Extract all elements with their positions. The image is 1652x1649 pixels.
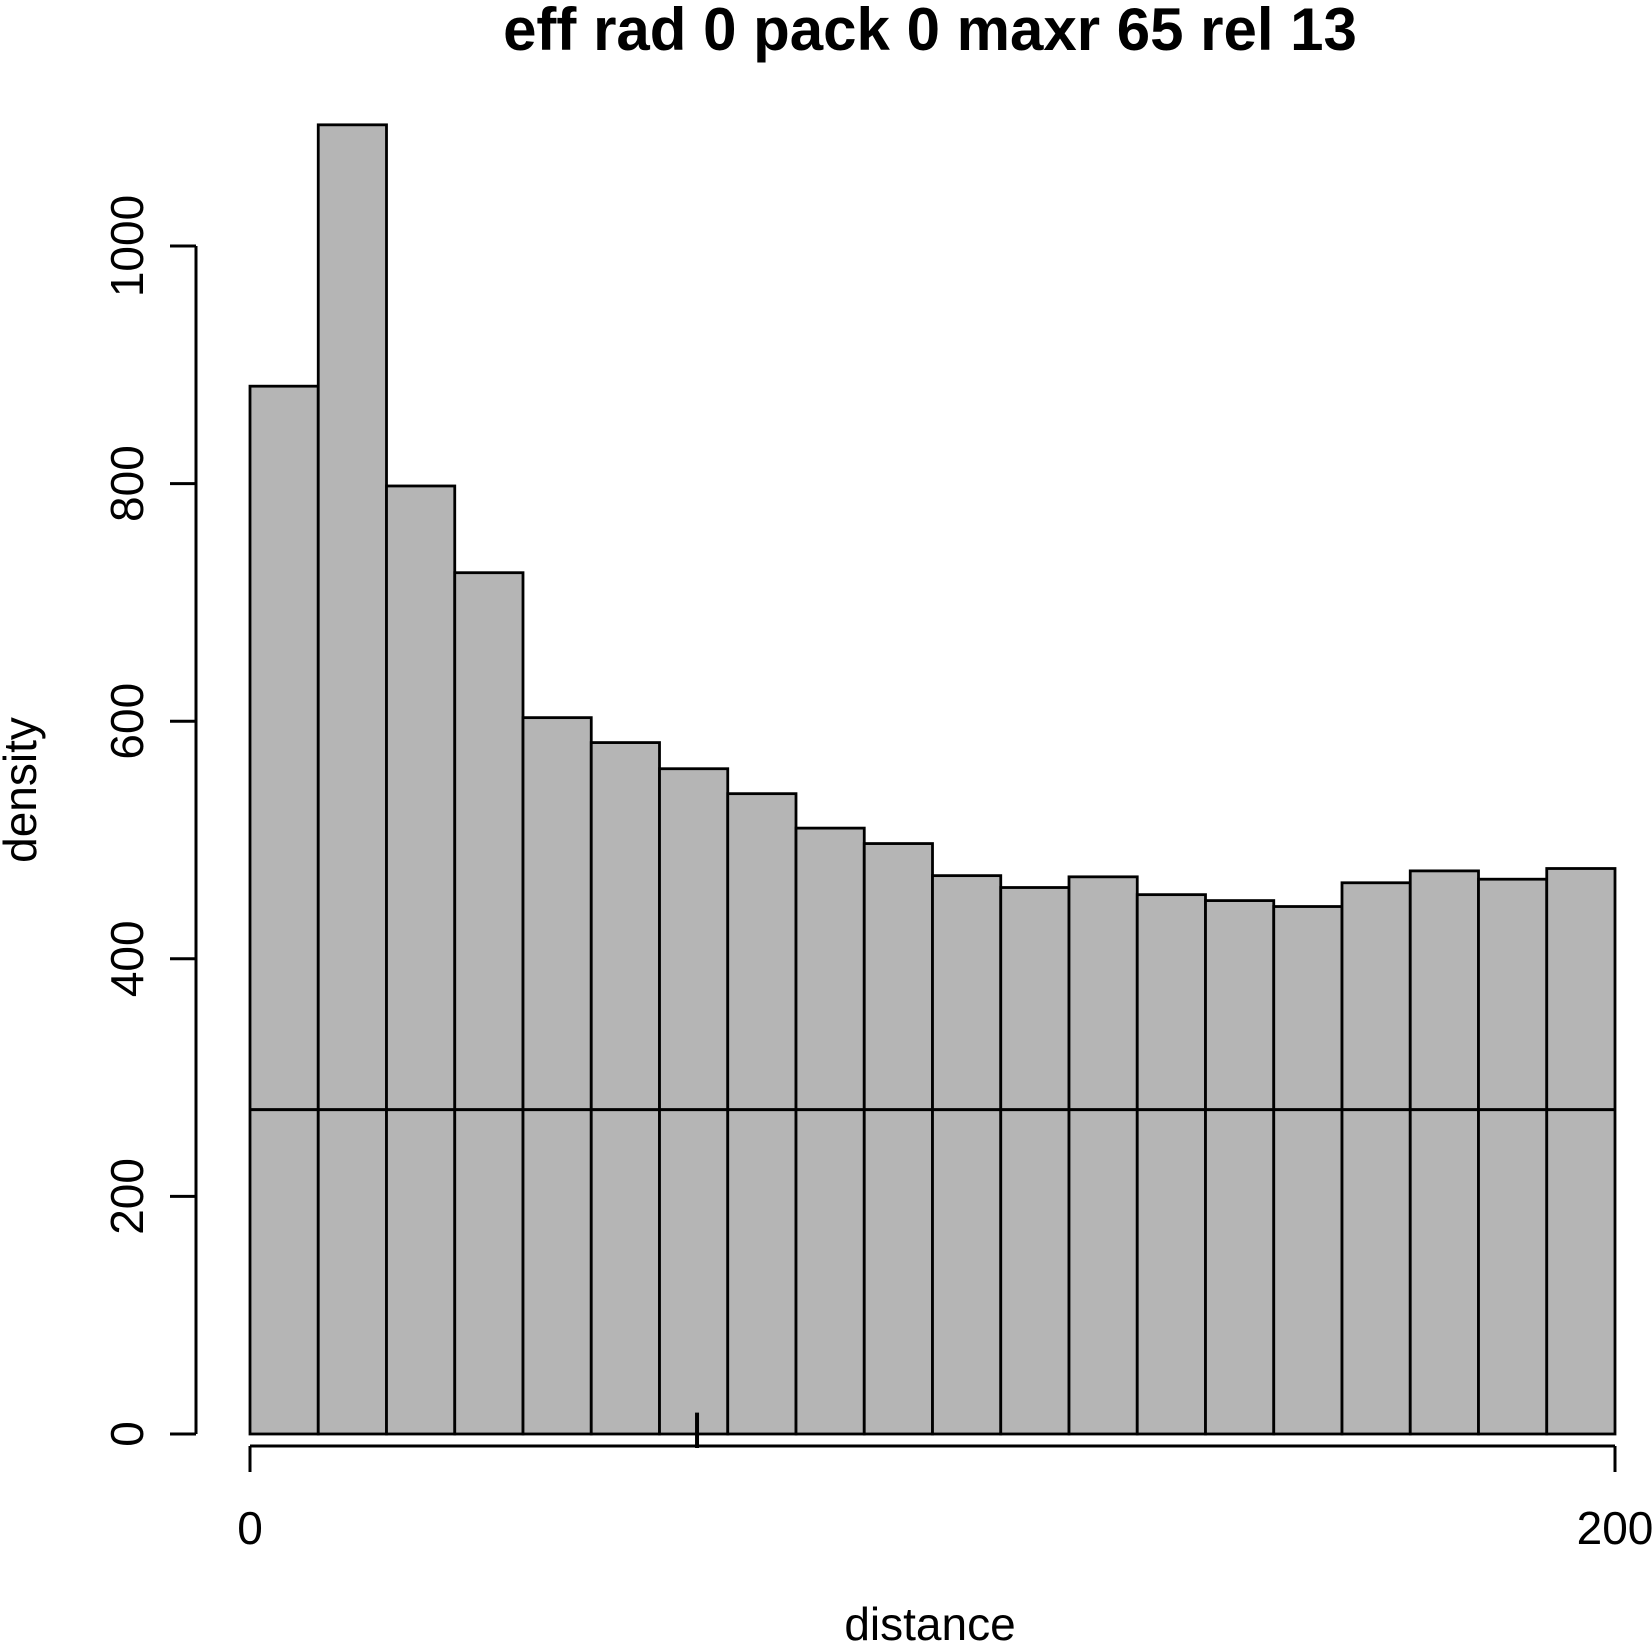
histogram-bar [1135,893,1207,1436]
histogram-bar [1272,905,1344,1436]
histogram-bar [999,886,1071,1436]
histogram-bar [316,123,388,1436]
histogram-bar [589,741,661,1436]
histogram-bar [1067,875,1139,1436]
x-tick-label: 0 [237,1502,263,1554]
y-tick-label: 0 [101,1421,153,1447]
histogram-bar [521,716,593,1436]
tick-labels-group: 0 200 400 600 800 1000 0 200 [101,195,1652,1554]
histogram-bar [862,842,934,1436]
y-tick-label: 400 [101,920,153,997]
histogram-bar [453,571,525,1436]
axes-group [170,244,1617,1472]
histogram-bar [658,767,730,1436]
x-axis-label: distance [844,1598,1015,1644]
histogram-bar [794,826,866,1436]
bars-group [248,123,1617,1436]
histogram-bar [1340,881,1412,1436]
histogram-bar [248,384,320,1436]
y-tick-label: 800 [101,445,153,522]
y-tick-label: 1000 [101,195,153,297]
overlays-group [250,1108,1615,1448]
y-tick-label: 600 [101,683,153,760]
histogram-bar [726,792,798,1436]
x-tick-label: 200 [1577,1502,1652,1554]
y-tick-label: 200 [101,1158,153,1235]
histogram-bar [385,484,457,1436]
chart-title: eff rad 0 pack 0 maxr 65 rel 13 [503,0,1357,63]
histogram-bar [1204,899,1276,1436]
histogram-bar [1477,877,1549,1436]
histogram-bar [1545,867,1617,1436]
y-axis-label: density [0,717,46,863]
histogram-bar [1408,869,1480,1436]
histogram-bar [931,874,1003,1436]
